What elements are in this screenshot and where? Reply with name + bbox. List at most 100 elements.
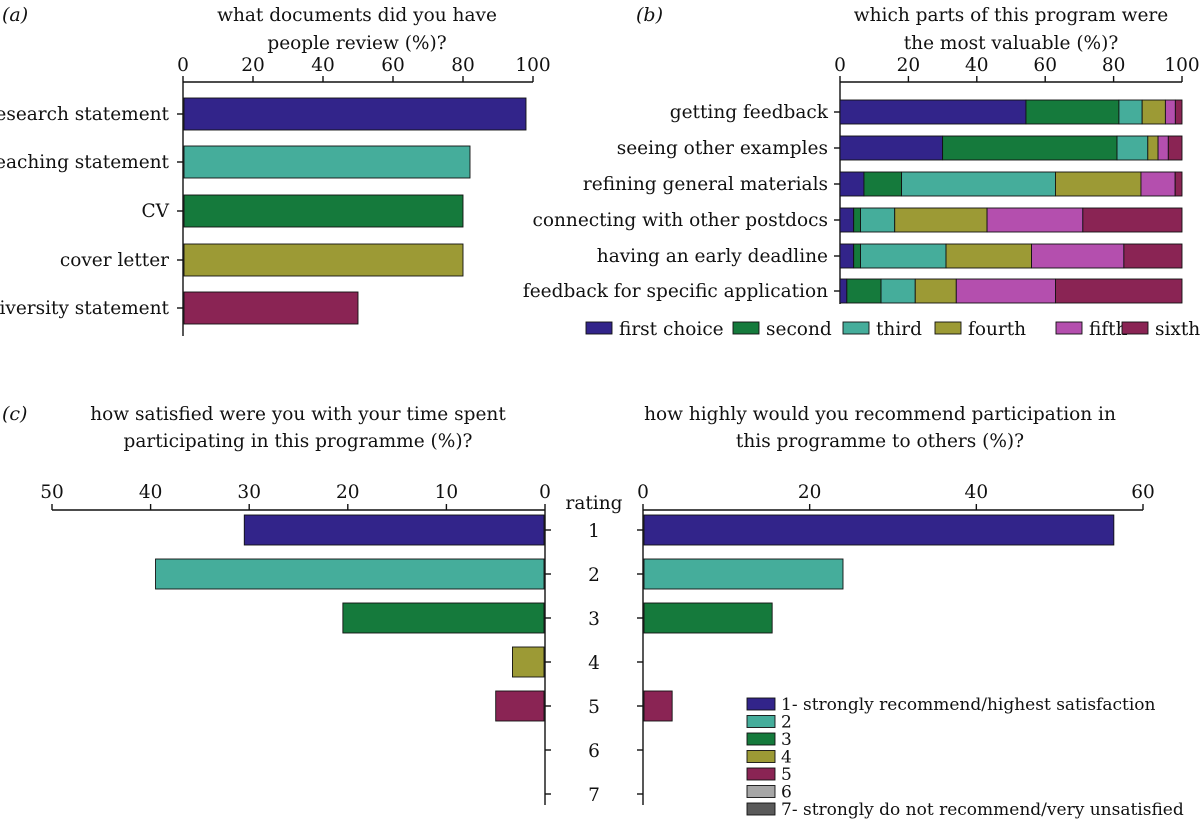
chart-b-bar-segment xyxy=(1164,99,1176,125)
chart-a-x-tick-label: 0 xyxy=(177,55,189,76)
rating-axis-label: rating xyxy=(566,493,623,514)
chart-c-legend: 1- strongly recommend/highest satisfacti… xyxy=(746,695,1184,819)
chart-c-left-x-tick-label: 20 xyxy=(336,482,360,503)
chart-b-legend-label: first choice xyxy=(619,319,724,340)
chart-c-left-bar xyxy=(243,514,545,546)
chart-a-category-label: teaching statement xyxy=(0,152,170,173)
chart-b-category-label: getting feedback xyxy=(670,102,829,123)
chart-c-left-bar xyxy=(155,558,545,590)
chart-b-bar-segment xyxy=(1116,135,1149,161)
chart-b-x-tick-label: 100 xyxy=(1164,55,1199,76)
chart-b-x-tick-label: 40 xyxy=(965,55,989,76)
rating-label: 6 xyxy=(588,741,600,762)
chart-c-left-x-tick-label: 30 xyxy=(237,482,261,503)
chart-b-legend-swatch xyxy=(1055,321,1083,335)
chart-b-legend-swatch xyxy=(842,321,870,335)
chart-c-left-title-line-2: participating in this programme (%)? xyxy=(124,431,473,452)
chart-a-x-tick-label: 20 xyxy=(241,55,265,76)
chart-c-right-bar xyxy=(643,558,844,590)
chart-b-bar-segment xyxy=(860,207,896,233)
chart-c-right-title-line-2: this programme to others (%)? xyxy=(736,431,1024,452)
chart-b-bar-segment xyxy=(1118,99,1143,125)
chart-a-category-label: research statement xyxy=(0,104,170,125)
chart-a-bar xyxy=(183,194,464,228)
chart-b-bar-segment xyxy=(986,207,1084,233)
rating-label: 2 xyxy=(588,565,600,586)
chart-a-bar xyxy=(183,243,464,277)
chart-b-x-tick-label: 0 xyxy=(834,55,846,76)
chart-c-legend-label: 2 xyxy=(781,713,792,733)
chart-b-bar-segment xyxy=(839,278,848,304)
chart-b-bar-segment xyxy=(839,99,1027,125)
chart-c-legend-label: 4 xyxy=(781,748,792,768)
chart-b-category-label: connecting with other postdocs xyxy=(532,210,828,231)
chart-b-x-tick-label: 20 xyxy=(897,55,921,76)
chart-c-left-x-tick-label: 40 xyxy=(139,482,163,503)
chart-b-bar-segment xyxy=(1055,278,1183,304)
chart-b-x-tick-label: 60 xyxy=(1033,55,1057,76)
chart-b-bar-segment xyxy=(1025,99,1120,125)
chart-c-left-bar xyxy=(342,602,545,634)
chart-b-category-label: refining general materials xyxy=(583,174,828,195)
chart-c-legend-swatch xyxy=(746,785,776,798)
rating-label: 4 xyxy=(588,653,600,674)
chart-c-legend-swatch xyxy=(746,715,776,728)
chart-b-bar-segment xyxy=(1147,135,1159,161)
chart-b-legend-label: second xyxy=(766,319,832,340)
chart-a-title-line-1: what documents did you have xyxy=(217,5,497,26)
panel-label-c: (c) xyxy=(2,403,27,425)
chart-b-title-line-1: which parts of this program were xyxy=(854,5,1168,26)
chart-c-legend-label: 7- strongly do not recommend/very unsati… xyxy=(781,800,1184,819)
chart-b-category-label: seeing other examples xyxy=(617,138,828,159)
chart-b-bar-segment xyxy=(1123,243,1183,269)
chart-b-bar-segment xyxy=(1031,243,1125,269)
chart-b-bar-segment xyxy=(1174,171,1183,197)
chart-b-bar-segment xyxy=(853,243,861,269)
chart-b-bar-segment xyxy=(839,243,855,269)
rating-label: 7 xyxy=(588,785,600,806)
chart-c-right-bar xyxy=(643,514,1115,546)
chart-c-left-x-tick-label: 0 xyxy=(539,482,551,503)
chart-c-left-x-tick-label: 50 xyxy=(40,482,64,503)
chart-b-bar-segment xyxy=(846,278,882,304)
chart-c-legend-swatch xyxy=(746,802,776,816)
chart-b-legend-swatch xyxy=(732,321,760,335)
chart-b-title-line-2: the most valuable (%)? xyxy=(904,33,1119,54)
chart-a-category-label: cover letter xyxy=(60,250,169,271)
chart-c-right: 0 20 40 60 xyxy=(637,482,1155,805)
chart-b-bar-segment xyxy=(860,243,947,269)
chart-c-left-title-line-1: how satisfied were you with your time sp… xyxy=(90,404,506,425)
chart-c-right-title-line-1: how highly would you recommend participa… xyxy=(644,404,1116,425)
chart-b-bar-segment xyxy=(839,171,865,197)
chart-c-right-x-tick-label: 60 xyxy=(1131,482,1155,503)
chart-b-bar-segment xyxy=(1082,207,1183,233)
chart-b-bar-segment xyxy=(839,135,944,161)
panel-label-b: (b) xyxy=(636,4,663,26)
chart-b-legend-label: third xyxy=(876,319,922,340)
chart-c-right-x-tick-label: 20 xyxy=(798,482,822,503)
chart-c-left: 50 40 30 20 10 0 xyxy=(40,482,551,805)
chart-b-bar-segment xyxy=(853,207,861,233)
chart-b-bar-segment xyxy=(1055,171,1142,197)
chart-c-legend-label: 3 xyxy=(781,730,792,750)
chart-c-left-x-tick-label: 10 xyxy=(435,482,459,503)
chart-c-legend-swatch xyxy=(746,732,776,746)
rating-label: 1 xyxy=(588,521,600,542)
chart-c-legend-label: 6 xyxy=(781,783,792,803)
chart-b-bar-segment xyxy=(1157,135,1169,161)
chart-b-bar-segment xyxy=(914,278,957,304)
chart-b-legend-label: fourth xyxy=(968,319,1026,340)
chart-b-bar-segment xyxy=(894,207,988,233)
chart-a-title-line-2: people review (%)? xyxy=(267,33,446,54)
rating-categories: 1 2 3 4 5 6 7 xyxy=(588,521,600,806)
chart-b-bar-segment xyxy=(955,278,1056,304)
chart-b-legend: first choice second third fourth fifth sixth xyxy=(585,319,1200,340)
chart-a-x-tick-label: 100 xyxy=(515,55,550,76)
panel-label-a: (a) xyxy=(2,4,28,26)
chart-c-legend-label: 1- strongly recommend/highest satisfacti… xyxy=(781,695,1155,715)
chart-c-right-bar xyxy=(643,690,673,722)
chart-b-bar-segment xyxy=(880,278,916,304)
chart-b: 0 20 40 60 80 100 getting feedback seeing other… xyxy=(523,55,1200,304)
chart-a-category-label: CV xyxy=(141,201,169,222)
chart-a-x-tick-label: 80 xyxy=(451,55,475,76)
